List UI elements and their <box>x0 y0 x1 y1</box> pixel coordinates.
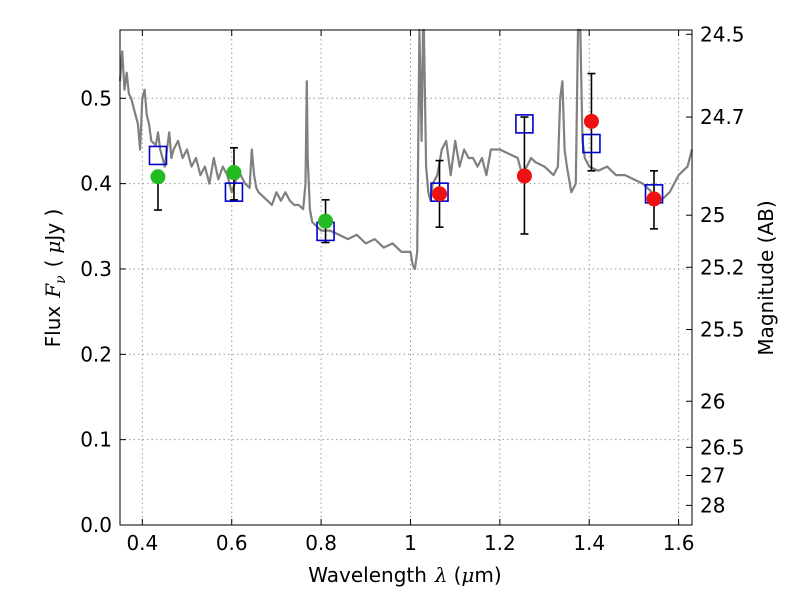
y2-tick-label: 27 <box>700 464 725 488</box>
x-tick-label: 0.8 <box>305 531 337 555</box>
x-axis-label-unit-open: ( <box>454 563 462 587</box>
green-data-point <box>150 169 166 185</box>
y-axis-label-subscript: ν <box>53 275 69 284</box>
y2-tick-label: 24.7 <box>700 105 745 129</box>
red-data-point <box>516 168 532 184</box>
y2-tick-label: 26 <box>700 389 725 413</box>
plot-frame <box>119 29 693 526</box>
x-axis-label-text: Wavelength <box>308 563 427 587</box>
x-axis-label-symbol: λ <box>434 563 448 587</box>
y-axis-label-unit-mu: μ <box>41 241 65 254</box>
y-tick-label: 0.3 <box>80 257 112 281</box>
y2-tick-label: 25.2 <box>700 255 745 279</box>
y-tick-label: 0.1 <box>80 428 112 452</box>
x-tick-label: 0.4 <box>126 531 158 555</box>
y2-tick-label: 25 <box>700 203 725 227</box>
tick-layer: 0.4 0.6 0.8 1 1.2 1.4 1.6 0.0 0.1 0.2 0.3 0.4 0.5 24.… <box>80 22 744 555</box>
x-tick-label: 1 <box>404 531 417 555</box>
y2-tick-label: 28 <box>700 493 725 517</box>
y-axis-label-unit-open: ( <box>41 260 65 268</box>
model-box-layer <box>148 114 664 242</box>
x-tick-label: 1.2 <box>484 531 516 555</box>
red-data-point <box>583 113 599 129</box>
y-tick-label: 0.2 <box>80 342 112 366</box>
model-box-marker <box>515 114 534 134</box>
x-axis-label-unit-rest: m) <box>474 563 501 587</box>
sed-spectrum-line <box>118 28 694 271</box>
model-box-marker <box>148 145 168 166</box>
observed-point-layer <box>150 113 662 229</box>
model-box-marker <box>224 182 244 202</box>
y-axis-label-text: Flux <box>41 306 65 348</box>
red-data-point <box>432 186 448 202</box>
sed-spectrum-layer <box>118 28 694 271</box>
green-data-point <box>318 213 334 229</box>
y2-tick-label: 26.5 <box>700 435 745 459</box>
y-tick-label: 0.5 <box>80 86 112 110</box>
model-box-marker <box>582 133 601 154</box>
x-axis-label: Wavelength λ (μm) <box>308 563 501 587</box>
x-tick-label: 1.4 <box>573 531 605 555</box>
red-data-point <box>646 191 662 207</box>
y2-axis-label: Magnitude (AB) <box>754 200 778 355</box>
y2-tick-label: 24.5 <box>700 22 745 46</box>
y-axis-label-unit-rest: Jy ) <box>41 209 65 243</box>
x-tick-label: 1.6 <box>663 531 695 555</box>
green-data-point <box>226 165 242 181</box>
x-tick-label: 0.6 <box>216 531 248 555</box>
y2-tick-label: 25.5 <box>700 318 745 342</box>
y-tick-label: 0.4 <box>80 172 112 196</box>
x-axis-label-unit-mu: μ <box>461 563 474 587</box>
y-axis-label-symbol: F <box>41 283 65 299</box>
grid <box>120 30 692 526</box>
y-tick-label: 0.0 <box>80 513 112 537</box>
y-axis-label: Flux Fν ( μJy ) <box>41 209 69 348</box>
